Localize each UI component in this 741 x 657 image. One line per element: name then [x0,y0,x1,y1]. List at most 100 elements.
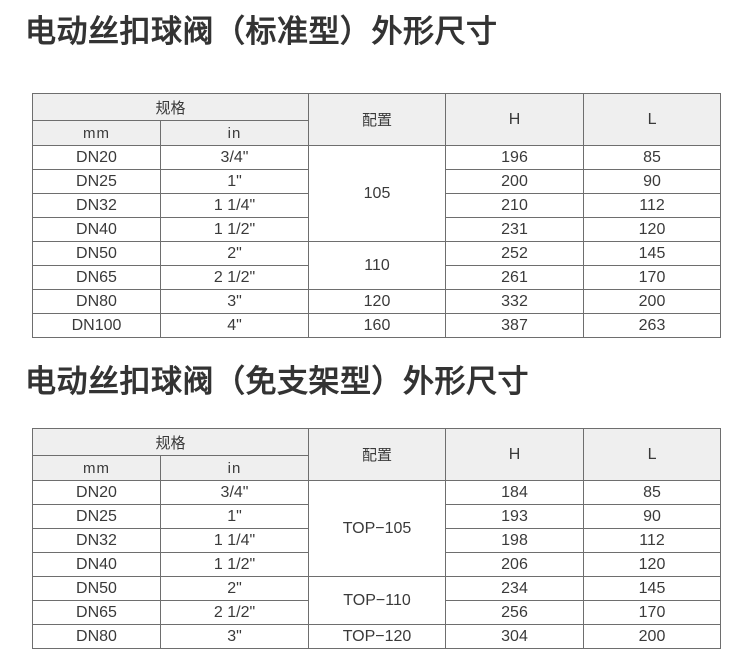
table-body: DN20 3/4" TOP−105 184 85 DN25 1" 193 90 … [32,480,722,649]
cell-in: 1 1/4" [159,528,310,553]
cell-in: 1 1/2" [159,217,310,242]
cell-in: 4" [159,313,310,338]
cell-h: 252 [445,241,585,266]
cell-mm: DN40 [32,217,161,242]
cell-l: 263 [583,313,722,338]
cell-h: 196 [445,145,585,170]
cell-mm: DN32 [32,528,161,553]
table-header: 规格 配置 H L mm in [31,93,722,146]
dimensions-table-bracketless-type: 规格 配置 H L mm in DN20 3/4" TOP−105 184 85… [31,428,722,649]
cell-in: 1 1/2" [159,552,310,577]
header-row-units: mm in [32,120,721,146]
cell-mm: DN32 [32,193,161,218]
cell-l: 170 [583,600,722,625]
header-mm: mm [32,120,161,146]
cell-mm: DN20 [32,480,161,505]
table-header: 规格 配置 H L mm in [31,428,722,481]
cell-h: 193 [445,504,585,529]
cell-in: 2 1/2" [159,265,310,290]
header-row-group: 规格 配置 H L [31,428,722,481]
cell-h: 200 [445,169,585,194]
header-l: L [583,93,722,146]
cell-config: 120 [308,289,447,314]
cell-l: 120 [583,217,722,242]
cell-mm: DN40 [32,552,161,577]
cell-mm: DN80 [32,624,161,649]
table-row: DN50 2" TOP−110 234 145 [32,576,722,625]
cell-h: 184 [445,480,585,505]
cell-in: 1" [159,169,310,194]
table-row: DN25 1" 200 90 [32,169,722,194]
header-config: 配置 [308,93,447,146]
cell-config: TOP−105 [308,480,447,577]
cell-in: 3" [159,289,310,314]
table-row: DN20 3/4" 105 196 85 [32,145,722,242]
table-row: DN25 1" 193 90 [32,504,722,529]
header-config: 配置 [308,428,447,481]
cell-l: 90 [583,504,722,529]
table-row: DN50 2" 110 252 145 [32,241,722,290]
table-row: DN32 1 1/4" 210 112 [32,193,722,218]
cell-l: 112 [583,193,722,218]
header-in: in [159,120,310,146]
header-spec-group: 规格 [31,93,310,121]
cell-h: 206 [445,552,585,577]
cell-h: 234 [445,576,585,601]
dimensions-table-standard-type: 规格 配置 H L mm in DN20 3/4" 105 196 85 DN2… [31,93,722,338]
cell-in: 2" [159,241,310,266]
cell-config: 160 [308,313,447,338]
header-mm: mm [32,455,161,481]
cell-mm: DN25 [32,504,161,529]
cell-in: 1 1/4" [159,193,310,218]
section-title-standard-type: 电动丝扣球阀（标准型）外形尺寸 [25,14,498,49]
table-row: DN80 3" TOP−120 304 200 [32,624,722,649]
table-row: DN40 1 1/2" 206 120 [32,552,722,577]
cell-mm: DN65 [32,600,161,625]
cell-mm: DN65 [32,265,161,290]
cell-mm: DN25 [32,169,161,194]
header-spec-group: 规格 [31,428,310,456]
cell-h: 387 [445,313,585,338]
section-title-bracketless-type: 电动丝扣球阀（免支架型）外形尺寸 [25,364,529,399]
cell-h: 256 [445,600,585,625]
cell-config: TOP−120 [308,624,447,649]
cell-mm: DN50 [32,576,161,601]
header-h: H [445,428,585,481]
cell-in: 2" [159,576,310,601]
cell-l: 112 [583,528,722,553]
cell-mm: DN80 [32,289,161,314]
cell-config: 110 [308,241,447,290]
cell-l: 90 [583,169,722,194]
cell-h: 210 [445,193,585,218]
cell-in: 3/4" [159,480,310,505]
cell-in: 1" [159,504,310,529]
cell-l: 200 [583,624,722,649]
cell-l: 85 [583,145,722,170]
cell-h: 304 [445,624,585,649]
table-row: DN40 1 1/2" 231 120 [32,217,722,242]
cell-in: 2 1/2" [159,600,310,625]
cell-h: 231 [445,217,585,242]
header-h: H [445,93,585,146]
cell-l: 85 [583,480,722,505]
table-row: DN65 2 1/2" 256 170 [32,600,722,625]
cell-config: 105 [308,145,447,242]
header-in: in [159,455,310,481]
cell-in: 3" [159,624,310,649]
table-body: DN20 3/4" 105 196 85 DN25 1" 200 90 DN32… [32,145,722,338]
cell-in: 3/4" [159,145,310,170]
table-row: DN20 3/4" TOP−105 184 85 [32,480,722,577]
cell-l: 145 [583,241,722,266]
cell-l: 120 [583,552,722,577]
cell-h: 198 [445,528,585,553]
cell-l: 200 [583,289,722,314]
cell-config: TOP−110 [308,576,447,625]
cell-mm: DN100 [32,313,161,338]
cell-l: 145 [583,576,722,601]
cell-h: 332 [445,289,585,314]
header-row-group: 规格 配置 H L [31,93,722,146]
header-l: L [583,428,722,481]
cell-mm: DN20 [32,145,161,170]
cell-h: 261 [445,265,585,290]
